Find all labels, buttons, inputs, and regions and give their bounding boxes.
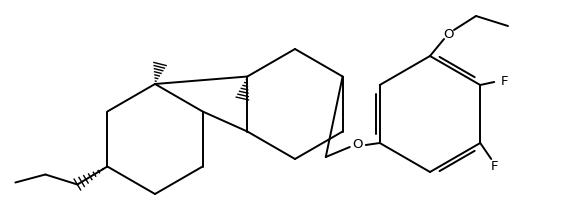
Text: F: F [501,74,508,88]
Text: F: F [491,160,498,174]
Text: O: O [443,28,453,40]
Text: O: O [352,138,363,152]
